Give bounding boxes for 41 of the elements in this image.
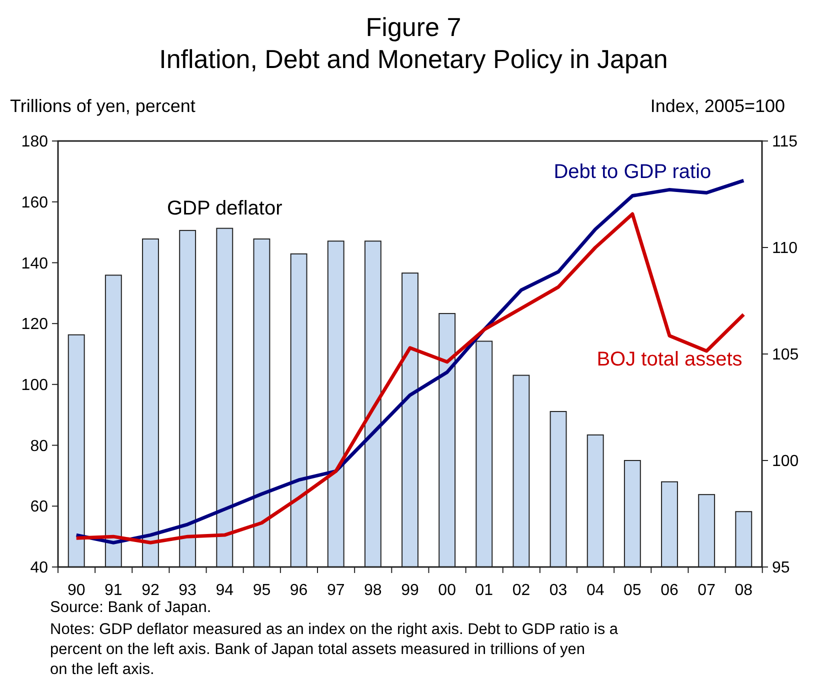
y2-tick-label: 110 — [772, 240, 798, 258]
chart-subtitle: Inflation, Debt and Monetary Policy in Japan — [159, 44, 668, 74]
y-tick-label: 140 — [21, 255, 48, 272]
y-tick-label: 60 — [30, 498, 48, 516]
y-tick-label: 40 — [30, 560, 48, 577]
x-tick-label: 06 — [660, 582, 679, 599]
x-tick-label: 08 — [734, 582, 753, 599]
y2-tick-label: 105 — [772, 346, 799, 364]
y2-axis-title: Index, 2005=100 — [650, 96, 785, 116]
series-label: GDP deflator — [167, 197, 283, 220]
x-tick-label: 92 — [142, 582, 160, 599]
x-tick-label: 95 — [252, 582, 271, 599]
text: Notes: GDP deflator measured as an index on the right axis. Debt to GDP ratio is a percent on the left axis. Bank of Japan total assets measured in trillions of yen on the left axis. — [50, 621, 618, 678]
x-tick-label: 05 — [624, 582, 642, 599]
y2-tick-label: 115 — [772, 134, 798, 151]
x-tick-label: 90 — [67, 582, 86, 599]
x-tick-label: 01 — [475, 582, 494, 599]
x-tick-label: 07 — [698, 582, 716, 599]
x-tick-label: 04 — [586, 582, 604, 599]
series-label: Debt to GDP ratio — [554, 160, 712, 183]
y-axis-title: Trillions of yen, percent — [10, 96, 196, 116]
x-tick-label: 91 — [104, 582, 122, 599]
x-tick-label: 00 — [438, 582, 456, 599]
x-tick-label: 98 — [364, 582, 382, 599]
series-label: BOJ total assets — [596, 348, 742, 371]
y-tick-label: 160 — [21, 194, 48, 212]
x-tick-label: 03 — [549, 582, 568, 599]
y-tick-label: 180 — [21, 134, 48, 151]
x-tick-label: 93 — [178, 582, 197, 599]
y2-tick-label: 95 — [772, 560, 790, 577]
x-tick-label: 97 — [326, 582, 345, 599]
chart-title: Figure 7 — [366, 12, 462, 42]
x-tick-label: 94 — [216, 582, 234, 599]
source-note: Source: Bank of Japan. — [50, 599, 212, 616]
y-tick-label: 120 — [21, 316, 48, 334]
x-tick-label: 99 — [401, 582, 419, 599]
x-tick-label: 96 — [290, 582, 308, 599]
y2-tick-label: 100 — [772, 453, 799, 470]
y-tick-label: 80 — [30, 438, 48, 455]
y-tick-label: 100 — [21, 377, 48, 394]
x-tick-label: 02 — [512, 582, 530, 599]
